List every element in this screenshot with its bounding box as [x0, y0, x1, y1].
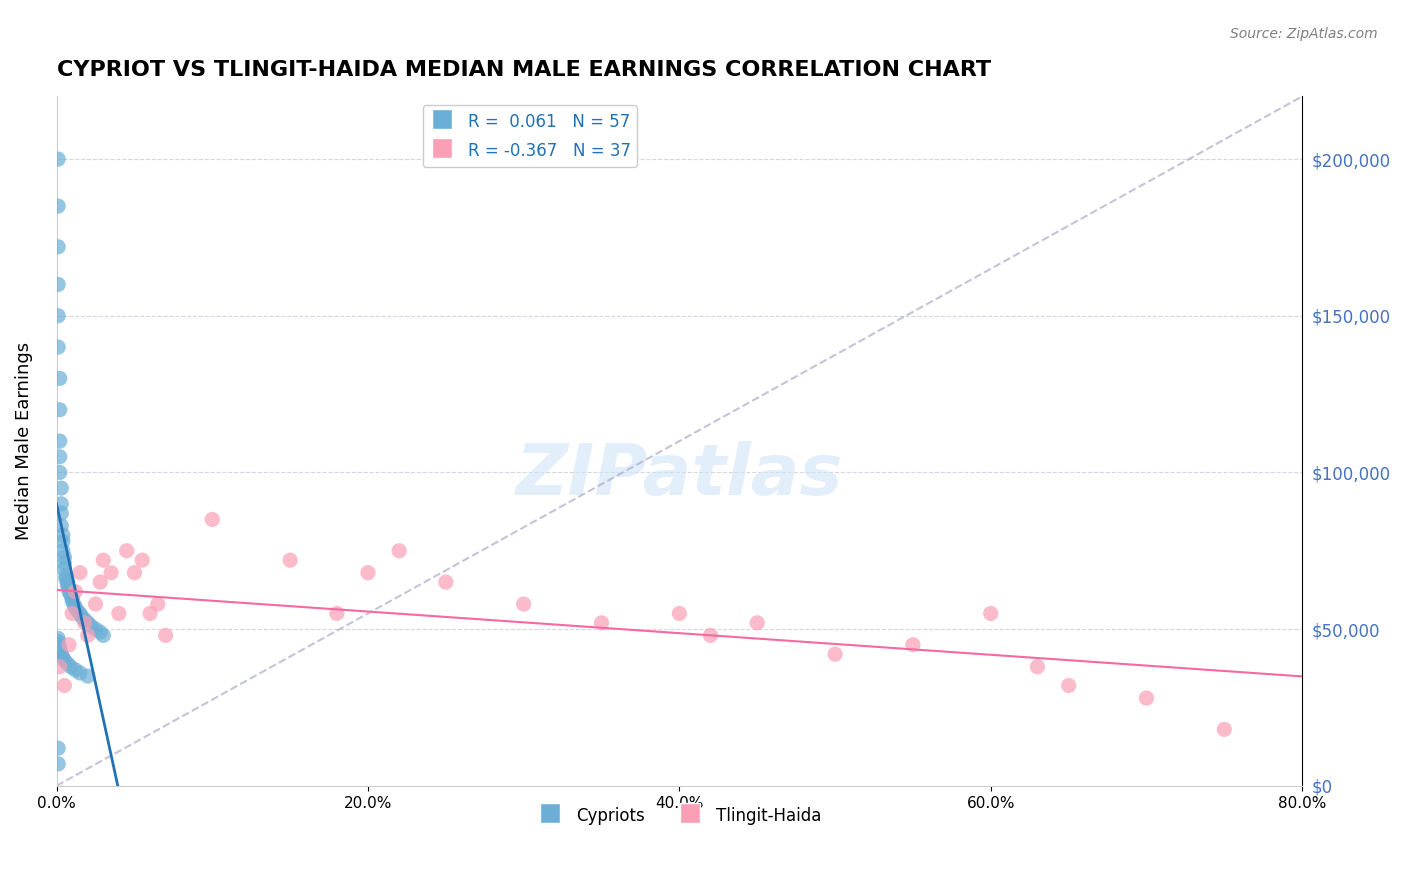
Tlingit-Haida: [1026, 659, 1049, 673]
Cypriots: [46, 638, 69, 652]
Cypriots: [56, 575, 79, 590]
Tlingit-Haida: [591, 615, 613, 630]
Cypriots: [48, 644, 70, 658]
Tlingit-Haida: [1135, 691, 1157, 706]
Cypriots: [51, 497, 73, 511]
Tlingit-Haida: [434, 575, 457, 590]
Tlingit-Haida: [357, 566, 380, 580]
Cypriots: [46, 199, 69, 213]
Cypriots: [59, 659, 82, 673]
Cypriots: [76, 669, 98, 683]
Cypriots: [59, 588, 82, 602]
Cypriots: [55, 569, 77, 583]
Cypriots: [48, 434, 70, 449]
Tlingit-Haida: [980, 607, 1002, 621]
Cypriots: [65, 663, 87, 677]
Cypriots: [80, 619, 103, 633]
Tlingit-Haida: [824, 647, 846, 661]
Cypriots: [56, 657, 79, 671]
Cypriots: [52, 534, 75, 549]
Tlingit-Haida: [146, 597, 169, 611]
Tlingit-Haida: [388, 543, 411, 558]
Tlingit-Haida: [108, 607, 131, 621]
Cypriots: [56, 578, 79, 592]
Text: Source: ZipAtlas.com: Source: ZipAtlas.com: [1230, 27, 1378, 41]
Text: ZIPatlas: ZIPatlas: [516, 441, 844, 510]
Cypriots: [46, 632, 69, 646]
Tlingit-Haida: [58, 638, 80, 652]
Tlingit-Haida: [901, 638, 924, 652]
Cypriots: [60, 594, 83, 608]
Cypriots: [51, 506, 73, 520]
Cypriots: [48, 466, 70, 480]
Tlingit-Haida: [278, 553, 301, 567]
Tlingit-Haida: [139, 607, 162, 621]
Tlingit-Haida: [201, 512, 224, 526]
Cypriots: [48, 640, 70, 655]
Cypriots: [69, 665, 91, 680]
Cypriots: [46, 277, 69, 292]
Cypriots: [48, 371, 70, 385]
Cypriots: [66, 603, 89, 617]
Tlingit-Haida: [53, 679, 76, 693]
Tlingit-Haida: [124, 566, 146, 580]
Cypriots: [91, 628, 114, 642]
Cypriots: [65, 600, 87, 615]
Cypriots: [48, 402, 70, 417]
Cypriots: [60, 591, 83, 605]
Cypriots: [70, 609, 93, 624]
Cypriots: [53, 563, 76, 577]
Tlingit-Haida: [89, 575, 111, 590]
Tlingit-Haida: [48, 659, 70, 673]
Cypriots: [53, 549, 76, 564]
Y-axis label: Median Male Earnings: Median Male Earnings: [15, 342, 32, 541]
Cypriots: [51, 647, 73, 661]
Cypriots: [58, 584, 80, 599]
Tlingit-Haida: [326, 607, 349, 621]
Cypriots: [89, 625, 111, 640]
Tlingit-Haida: [91, 553, 114, 567]
Cypriots: [53, 653, 76, 667]
Tlingit-Haida: [60, 607, 83, 621]
Tlingit-Haida: [84, 597, 107, 611]
Cypriots: [46, 634, 69, 648]
Cypriots: [76, 615, 98, 630]
Cypriots: [46, 340, 69, 354]
Tlingit-Haida: [131, 553, 153, 567]
Cypriots: [46, 741, 69, 756]
Text: CYPRIOT VS TLINGIT-HAIDA MEDIAN MALE EARNINGS CORRELATION CHART: CYPRIOT VS TLINGIT-HAIDA MEDIAN MALE EAR…: [56, 60, 991, 79]
Tlingit-Haida: [73, 615, 96, 630]
Tlingit-Haida: [76, 628, 98, 642]
Tlingit-Haida: [668, 607, 690, 621]
Cypriots: [69, 607, 91, 621]
Tlingit-Haida: [1213, 723, 1236, 737]
Tlingit-Haida: [1057, 679, 1080, 693]
Tlingit-Haida: [155, 628, 177, 642]
Tlingit-Haida: [699, 628, 721, 642]
Cypriots: [51, 481, 73, 495]
Cypriots: [48, 450, 70, 464]
Cypriots: [55, 572, 77, 586]
Tlingit-Haida: [65, 584, 87, 599]
Cypriots: [46, 309, 69, 323]
Cypriots: [52, 650, 75, 665]
Tlingit-Haida: [69, 566, 91, 580]
Tlingit-Haida: [512, 597, 534, 611]
Cypriots: [52, 543, 75, 558]
Tlingit-Haida: [100, 566, 122, 580]
Cypriots: [46, 756, 69, 771]
Cypriots: [58, 582, 80, 596]
Cypriots: [62, 597, 84, 611]
Legend: Cypriots, Tlingit-Haida: Cypriots, Tlingit-Haida: [530, 799, 828, 832]
Cypriots: [73, 613, 96, 627]
Tlingit-Haida: [115, 543, 138, 558]
Cypriots: [51, 518, 73, 533]
Tlingit-Haida: [747, 615, 769, 630]
Cypriots: [52, 528, 75, 542]
Cypriots: [84, 622, 107, 636]
Cypriots: [53, 557, 76, 571]
Cypriots: [46, 240, 69, 254]
Cypriots: [46, 152, 69, 166]
